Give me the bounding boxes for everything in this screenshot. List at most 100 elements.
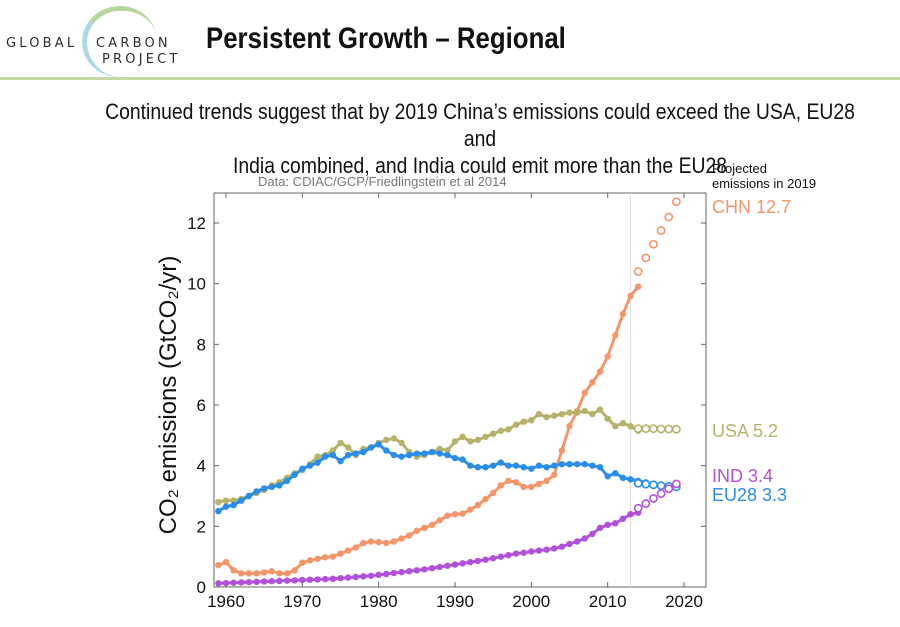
y-tick-label: 8 xyxy=(197,335,206,354)
data-point xyxy=(482,433,489,441)
data-point xyxy=(444,451,451,459)
global-carbon-project-logo: GLOBAL CARBON PROJECT xyxy=(0,0,190,82)
projected-point xyxy=(649,494,658,503)
series-usa: USA 5.2 xyxy=(215,406,778,506)
y-tick-label: 6 xyxy=(197,396,206,415)
data-point xyxy=(367,572,375,579)
logo-text-project: PROJECT xyxy=(102,52,181,67)
data-point xyxy=(222,497,230,504)
data-point xyxy=(520,463,527,471)
data-point xyxy=(329,553,337,560)
logo-text-carbon: CARBON xyxy=(96,36,171,51)
data-point xyxy=(375,441,382,448)
slide-title: Persistent Growth – Regional xyxy=(206,22,566,55)
data-point xyxy=(474,463,482,471)
data-point xyxy=(268,568,275,575)
data-point xyxy=(612,332,619,339)
data-point xyxy=(421,566,428,573)
data-point xyxy=(474,436,482,444)
data-point xyxy=(260,569,268,576)
data-point xyxy=(467,506,474,513)
data-point xyxy=(352,573,359,581)
data-point xyxy=(581,407,588,415)
projected-point xyxy=(633,267,643,276)
projected-point xyxy=(664,212,674,222)
data-point xyxy=(436,450,443,457)
data-point xyxy=(390,451,398,459)
data-point xyxy=(551,471,558,478)
data-point xyxy=(444,447,451,454)
data-point xyxy=(215,507,222,515)
data-point xyxy=(360,539,367,547)
data-point xyxy=(497,459,504,466)
projected-point xyxy=(656,489,666,498)
data-point xyxy=(406,532,413,539)
data-point xyxy=(367,538,375,545)
data-point xyxy=(573,409,581,416)
projected-point xyxy=(641,479,651,489)
y-axis-label: CO₂ emissions (GtCO₂/yr) xyxy=(155,256,182,535)
data-point xyxy=(459,456,466,463)
data-point xyxy=(459,560,466,567)
data-point xyxy=(344,574,352,581)
projected-point xyxy=(633,478,643,488)
data-point xyxy=(215,580,222,587)
data-point xyxy=(482,556,489,563)
data-point xyxy=(535,462,543,469)
data-point xyxy=(619,474,627,481)
data-point xyxy=(230,567,237,574)
data-point xyxy=(627,292,634,299)
data-point xyxy=(383,539,390,547)
projected-point xyxy=(633,503,643,513)
series-line-chn xyxy=(217,285,640,575)
data-point xyxy=(268,578,275,585)
data-point xyxy=(581,460,588,468)
data-point xyxy=(444,562,451,569)
data-point xyxy=(253,488,260,495)
data-point xyxy=(459,510,466,517)
data-point xyxy=(604,353,611,360)
data-point xyxy=(512,479,520,486)
data-point xyxy=(390,569,398,577)
data-point xyxy=(512,462,520,469)
data-point xyxy=(344,444,352,451)
data-point xyxy=(497,427,504,434)
data-point xyxy=(428,448,436,456)
data-point xyxy=(467,558,474,566)
data-point xyxy=(238,497,245,504)
x-tick-label: 1960 xyxy=(207,592,245,611)
data-point xyxy=(573,460,581,468)
data-point xyxy=(383,447,390,454)
x-tick-label: 1990 xyxy=(436,592,474,611)
data-point xyxy=(489,462,497,469)
data-point xyxy=(260,578,268,585)
data-point xyxy=(604,473,611,480)
data-point xyxy=(352,450,359,457)
y-tick-label: 0 xyxy=(197,578,206,597)
data-point xyxy=(612,520,619,527)
subtitle-line-2: India combined, and India could emit mor… xyxy=(233,153,727,178)
series-ind: IND 3.4 xyxy=(215,466,773,587)
data-point xyxy=(276,570,283,577)
projected-point xyxy=(656,226,666,235)
data-point xyxy=(230,579,237,586)
series-label-ind: IND 3.4 xyxy=(712,466,773,486)
series-label-eu28: EU28 3.3 xyxy=(712,485,787,505)
data-point xyxy=(596,463,604,471)
data-point xyxy=(566,540,573,548)
x-tick-label: 1980 xyxy=(360,592,398,611)
data-point xyxy=(383,570,390,578)
data-point xyxy=(436,517,443,524)
data-point xyxy=(276,482,283,489)
projected-point xyxy=(641,424,651,434)
data-point xyxy=(390,538,398,545)
data-point xyxy=(314,576,321,583)
data-point xyxy=(436,445,443,453)
data-point xyxy=(627,423,634,430)
data-point xyxy=(360,573,367,580)
data-point xyxy=(558,543,566,550)
data-point xyxy=(260,485,268,492)
data-point xyxy=(398,439,405,447)
projected-point xyxy=(671,479,681,489)
data-point xyxy=(344,451,352,459)
